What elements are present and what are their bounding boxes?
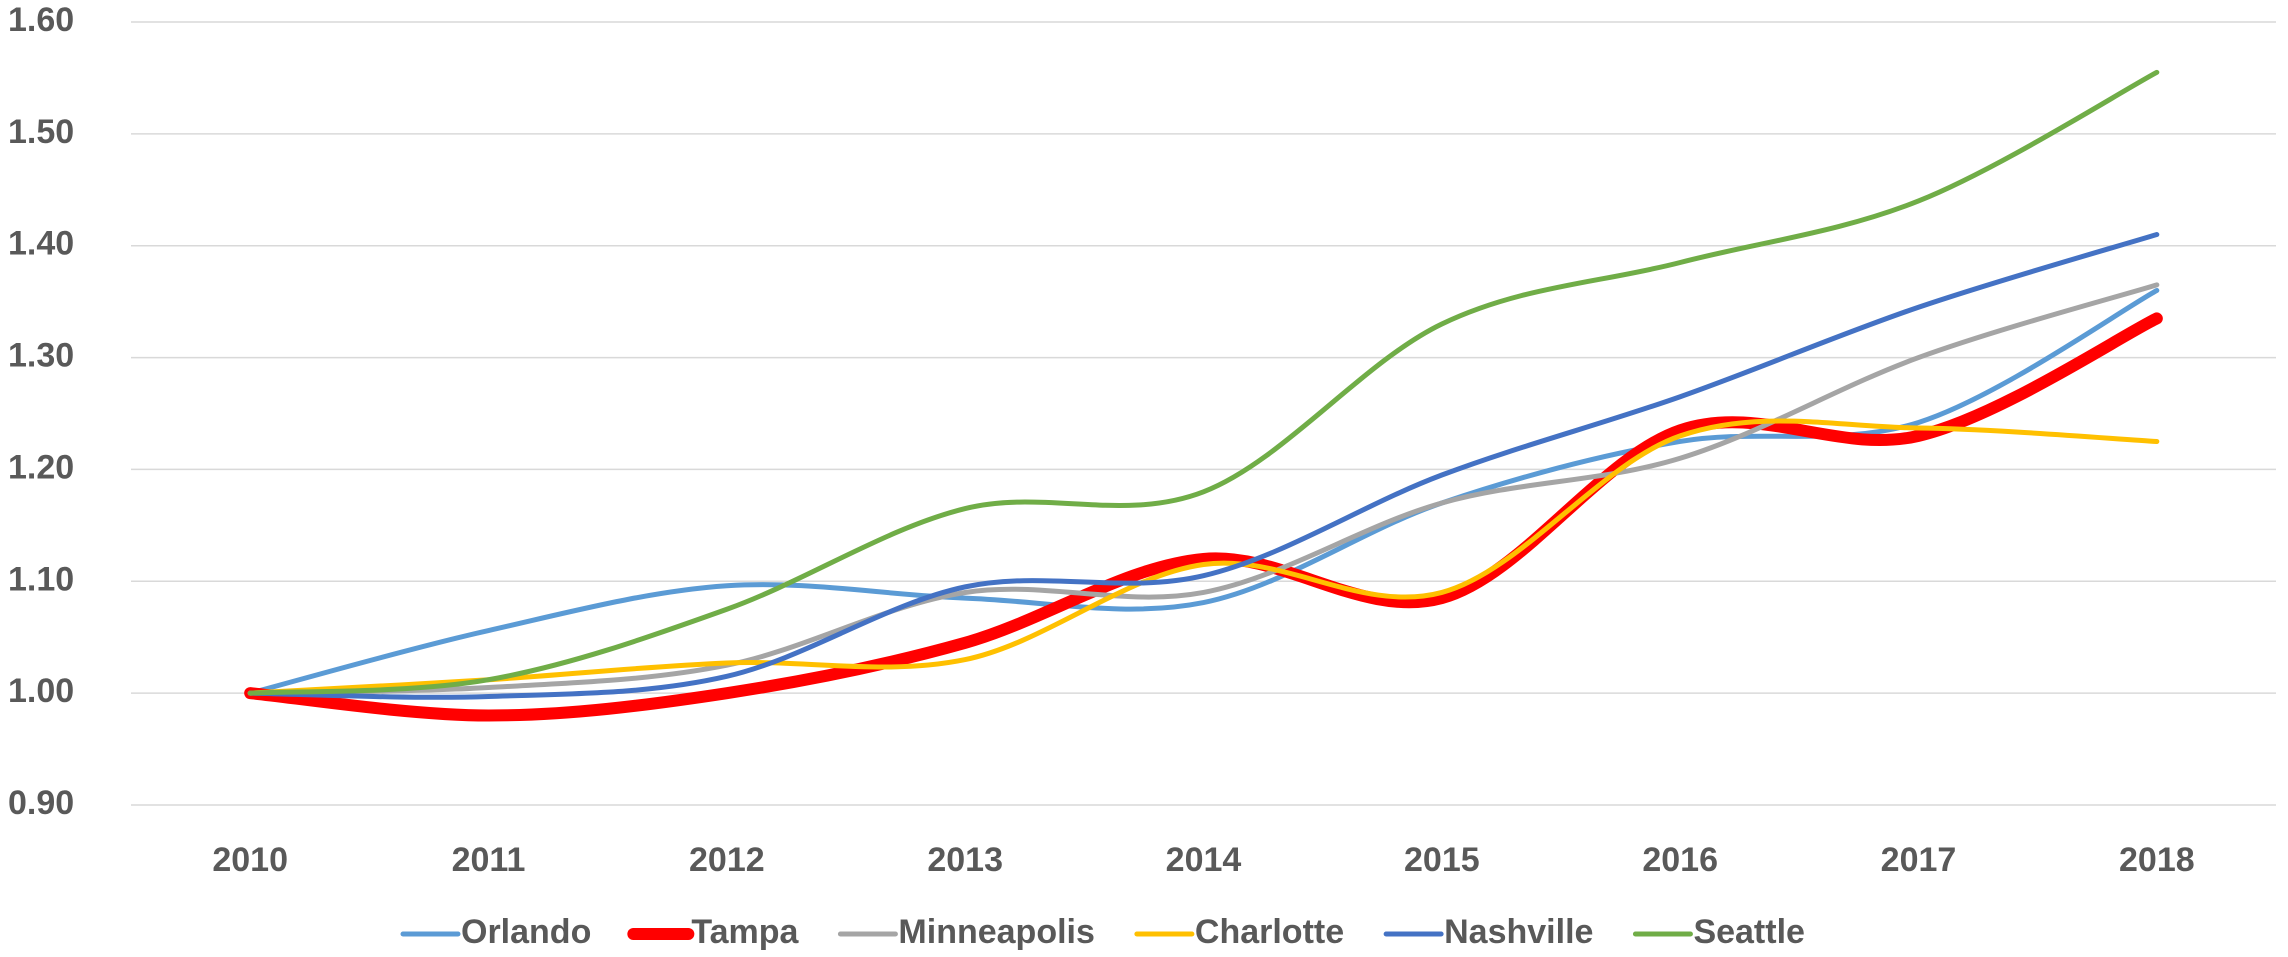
x-tick-label: 2013 bbox=[927, 841, 1003, 879]
legend-label: Seattle bbox=[1693, 913, 1805, 951]
x-tick-label: 2016 bbox=[1642, 841, 1718, 879]
x-tick-label: 2017 bbox=[1881, 841, 1957, 879]
legend-label: Tampa bbox=[691, 913, 799, 951]
legend-label: Charlotte bbox=[1195, 913, 1344, 951]
x-tick-label: 2015 bbox=[1404, 841, 1480, 879]
series-line bbox=[244, 312, 2163, 722]
y-tick-label: 1.30 bbox=[8, 337, 74, 375]
series-line bbox=[247, 232, 2160, 700]
y-tick-label: 0.90 bbox=[8, 784, 74, 822]
legend-label: Orlando bbox=[461, 913, 591, 951]
y-tick-label: 1.50 bbox=[8, 113, 74, 151]
y-tick-label: 1.10 bbox=[8, 560, 74, 598]
x-tick-label: 2018 bbox=[2119, 841, 2195, 879]
x-tick-label: 2010 bbox=[212, 841, 288, 879]
series-line bbox=[247, 282, 2160, 696]
y-tick-label: 1.60 bbox=[8, 1, 74, 39]
x-tick-label: 2011 bbox=[452, 841, 526, 879]
x-tick-label: 2012 bbox=[689, 841, 765, 879]
legend-label: Minneapolis bbox=[898, 913, 1094, 951]
series-line bbox=[247, 69, 2160, 696]
y-tick-label: 1.20 bbox=[8, 448, 74, 486]
x-tick-label: 2014 bbox=[1166, 841, 1242, 879]
legend-label: Nashville bbox=[1444, 913, 1593, 951]
series-line bbox=[247, 418, 2160, 696]
y-tick-label: 1.00 bbox=[8, 672, 74, 710]
y-tick-label: 1.40 bbox=[8, 225, 74, 263]
